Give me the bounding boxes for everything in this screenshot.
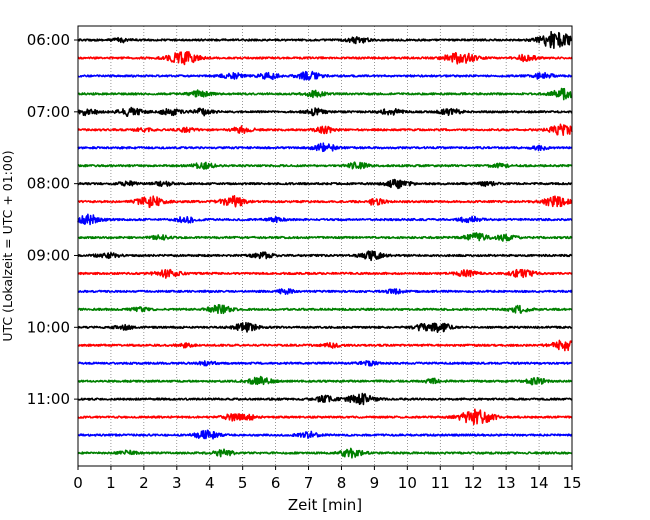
trace-0700 [77, 106, 573, 117]
x-tick-label: 12 [464, 474, 483, 492]
y-tick-label: 10:00 [27, 318, 70, 336]
trace-0715 [77, 123, 573, 136]
y-tick-label: 07:00 [27, 103, 70, 121]
trace-0600 [77, 30, 573, 50]
grid-lines [110, 26, 540, 466]
x-tick-label: 11 [431, 474, 450, 492]
trace-0845 [77, 232, 573, 242]
trace-0745 [77, 161, 573, 170]
x-tick-label: 13 [497, 474, 516, 492]
x-tick-label: 14 [530, 474, 549, 492]
trace-0945 [77, 303, 573, 315]
trace-0630 [77, 70, 573, 81]
trace-0800 [77, 178, 573, 190]
trace-1030 [77, 360, 573, 367]
y-tick-label: 08:00 [27, 175, 70, 193]
trace-0900 [77, 250, 573, 262]
trace-1045 [77, 375, 573, 386]
seismogram-traces [77, 30, 573, 459]
trace-1015 [77, 339, 573, 352]
trace-0830 [77, 213, 573, 226]
x-tick-label: 15 [562, 474, 581, 492]
trace-1115 [77, 408, 573, 426]
x-tick-label: 2 [139, 474, 149, 492]
x-tick-label: 1 [106, 474, 116, 492]
x-tick-label: 6 [271, 474, 281, 492]
trace-1100 [77, 392, 573, 406]
trace-0915 [77, 268, 573, 279]
x-tick-label: 4 [205, 474, 215, 492]
x-tick-label: 5 [238, 474, 248, 492]
trace-0815 [77, 195, 573, 209]
trace-0645 [77, 87, 573, 101]
trace-0930 [77, 288, 573, 295]
y-axis-ticks: 06:00 07:00 08:00 09:00 10:00 11:00 [27, 31, 78, 408]
x-tick-label: 3 [172, 474, 182, 492]
x-tick-label: 8 [337, 474, 347, 492]
trace-0730 [77, 142, 573, 153]
x-axis-title: Zeit [min] [288, 496, 362, 514]
x-axis-ticks: 0 1 2 3 4 5 6 7 8 9 10 11 12 13 14 15 [73, 466, 582, 492]
x-tick-label: 9 [370, 474, 380, 492]
trace-1130 [77, 429, 573, 440]
x-tick-label: 0 [73, 474, 83, 492]
trace-1000 [77, 321, 573, 334]
x-tick-label: 10 [398, 474, 417, 492]
y-tick-label: 06:00 [27, 31, 70, 49]
y-tick-label: 11:00 [27, 390, 70, 408]
trace-0615 [77, 51, 573, 66]
plot-frame [77, 25, 573, 467]
y-axis-title: UTC (Lokalzeit = UTC + 01:00) [0, 150, 15, 341]
x-tick-label: 7 [304, 474, 314, 492]
trace-1145 [77, 447, 573, 459]
y-tick-label: 09:00 [27, 246, 70, 264]
